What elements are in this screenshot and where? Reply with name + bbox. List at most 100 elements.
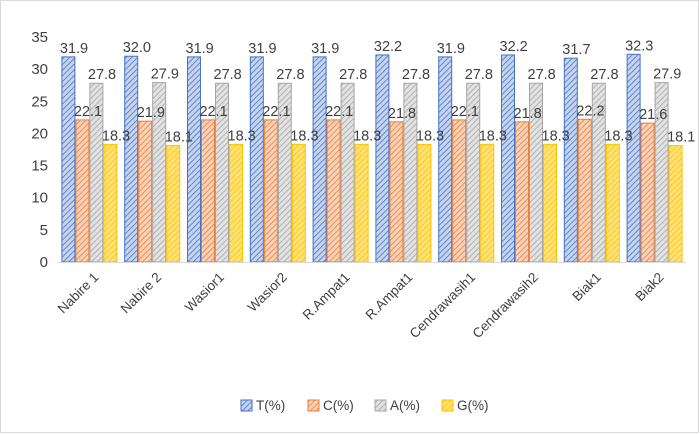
data-label: 27.8 — [402, 67, 430, 83]
data-label: 31.9 — [437, 41, 465, 57]
data-label: 32.2 — [374, 39, 402, 55]
bar-t — [187, 56, 201, 263]
bar-g — [229, 143, 243, 263]
x-tick-label: Cendrawasih1 — [407, 270, 479, 342]
bar-c — [263, 119, 278, 263]
data-label: 32.2 — [500, 39, 528, 55]
data-label: 31.9 — [248, 41, 276, 57]
data-label: 31.7 — [562, 42, 590, 58]
bar-t — [438, 56, 453, 263]
data-label: 22.1 — [262, 104, 290, 120]
bar-g — [291, 143, 306, 263]
data-label: 18.3 — [479, 128, 507, 144]
bar-c — [452, 119, 467, 263]
bar-c — [515, 121, 529, 263]
y-tick-label: 15 — [31, 158, 48, 175]
data-label: 21.8 — [514, 106, 542, 122]
bar-t — [249, 56, 264, 263]
data-label: 18.3 — [542, 128, 570, 144]
data-label: 21.6 — [639, 107, 667, 123]
bar-g — [354, 143, 369, 263]
data-label: 27.9 — [151, 67, 179, 83]
legend-label: C(%) — [323, 398, 354, 413]
data-label: 22.1 — [200, 104, 228, 120]
bar-g — [543, 143, 557, 263]
bar-g — [417, 143, 432, 263]
data-label: 27.8 — [276, 67, 304, 83]
bar-c — [389, 121, 404, 263]
bar-t — [375, 54, 390, 263]
bar-g — [668, 145, 683, 263]
data-label: 22.1 — [451, 104, 479, 120]
bar-t — [124, 55, 139, 263]
data-label: 18.3 — [353, 128, 381, 144]
y-tick-label: 20 — [31, 125, 48, 142]
y-tick-label: 30 — [31, 61, 48, 78]
bar-t — [61, 56, 76, 263]
data-label: 27.8 — [88, 67, 116, 83]
data-label: 22.1 — [74, 104, 102, 120]
bar-t — [563, 57, 578, 263]
bar-t — [626, 53, 641, 263]
x-tick-label: Wasior1 — [182, 270, 227, 315]
data-label: 18.3 — [290, 128, 318, 144]
data-label: 18.3 — [102, 128, 130, 144]
y-tick-label: 25 — [31, 93, 48, 110]
data-label: 27.8 — [214, 67, 242, 83]
y-tick-label: 35 — [31, 29, 48, 46]
x-tick-label: Nabire 1 — [55, 270, 102, 317]
data-label: 27.9 — [653, 67, 681, 83]
legend: T(%) C(%) A(%) G(%) — [240, 398, 489, 413]
data-label: 18.1 — [165, 130, 193, 146]
y-axis: 0 5 10 15 20 25 30 35 — [31, 29, 48, 271]
bar-c — [75, 119, 90, 263]
data-label: 22.2 — [576, 103, 604, 119]
bar-g — [480, 143, 495, 263]
data-label: 31.9 — [311, 41, 339, 57]
data-label: 27.8 — [465, 67, 493, 83]
y-tick-label: 0 — [40, 254, 48, 271]
legend-swatch — [374, 399, 387, 412]
data-labels: 31.9 22.1 27.8 18.3 32.0 21.9 27.9 18.1 31.9 22.1… — [60, 38, 695, 145]
bar-c — [326, 119, 341, 263]
bar-t — [312, 56, 327, 263]
data-label: 32.0 — [123, 40, 151, 56]
data-label: 32.3 — [625, 38, 653, 54]
bar-c — [201, 119, 215, 263]
legend-label: T(%) — [256, 398, 285, 413]
bar-g — [103, 143, 118, 263]
data-label: 18.3 — [416, 128, 444, 144]
x-tick-label: Wasior2 — [245, 270, 290, 315]
data-label: 27.8 — [339, 67, 367, 83]
x-tick-label: Biak1 — [569, 270, 603, 304]
data-label: 27.8 — [590, 67, 618, 83]
bar-t — [501, 54, 515, 263]
data-label: 18.1 — [667, 130, 695, 146]
y-tick-label: 10 — [31, 190, 48, 207]
data-label: 31.9 — [186, 41, 214, 57]
legend-swatch — [307, 399, 320, 412]
x-tick-label: R.Ampat1 — [300, 270, 353, 323]
bar-c — [640, 122, 655, 263]
data-label: 31.9 — [60, 41, 88, 57]
y-tick-label: 5 — [40, 222, 48, 239]
data-label: 21.8 — [388, 106, 416, 122]
x-tick-label: Nabire 2 — [118, 270, 165, 317]
x-tick-label: Biak2 — [632, 270, 666, 304]
legend-label: G(%) — [457, 398, 489, 413]
plot-area — [61, 53, 683, 263]
bar-c — [577, 118, 592, 263]
data-label: 18.3 — [604, 128, 632, 144]
legend-label: A(%) — [390, 398, 420, 413]
legend-swatch — [441, 399, 454, 412]
legend-swatch — [240, 399, 253, 412]
bar-g — [166, 145, 181, 263]
x-tick-label: Cendrawasih2 — [469, 270, 541, 342]
data-label: 21.9 — [137, 105, 165, 121]
bar-c — [138, 120, 153, 263]
data-label: 27.8 — [528, 67, 556, 83]
x-tick-label: R.Ampat1 — [362, 270, 415, 323]
data-label: 18.3 — [228, 128, 256, 144]
